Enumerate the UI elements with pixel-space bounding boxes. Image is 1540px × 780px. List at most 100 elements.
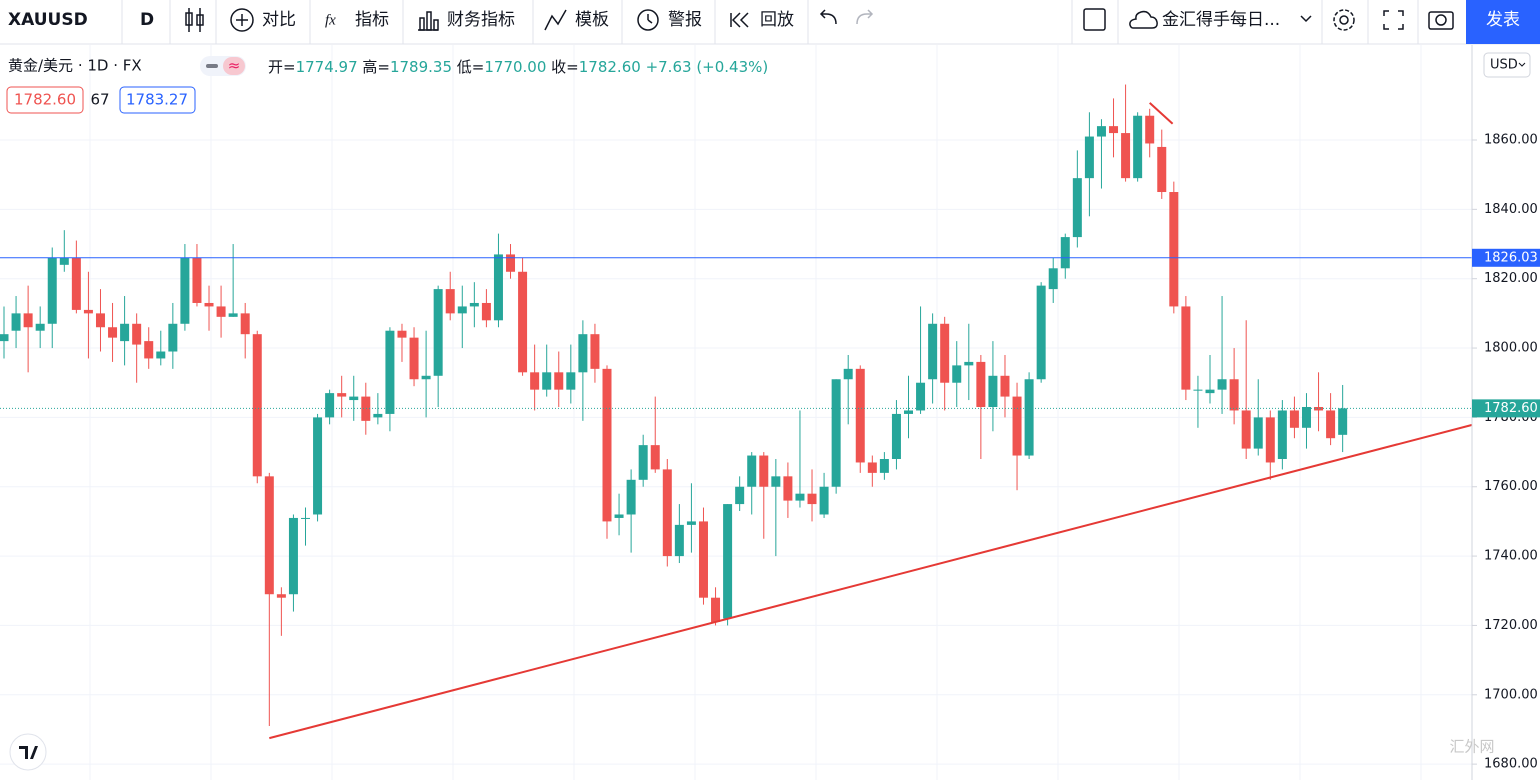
candle-body [1012, 396, 1022, 456]
financials-button[interactable]: 财务指标 [447, 10, 515, 30]
candle-body [313, 417, 323, 515]
candle-body [879, 459, 889, 473]
spread: 67 [90, 91, 109, 109]
candle-body [662, 469, 672, 557]
candle-body [288, 517, 298, 595]
sell-price[interactable]: 1782.60 [14, 91, 76, 109]
candle-body [1301, 406, 1311, 428]
buy-price[interactable]: 1783.27 [126, 91, 188, 109]
templates-icon[interactable] [544, 9, 567, 31]
currency[interactable]: USD [1490, 58, 1518, 73]
redo-button[interactable] [856, 9, 874, 25]
candle-body [1314, 406, 1324, 411]
publish-button[interactable] [1466, 0, 1540, 44]
candle-body [23, 313, 33, 328]
candle-body [590, 334, 600, 369]
change-percent: (+0.43%) [696, 58, 768, 76]
candle-body [819, 486, 829, 515]
candle-body [216, 306, 226, 317]
candle-body [325, 393, 335, 418]
candle-body [1072, 178, 1082, 238]
candle-body [831, 379, 841, 487]
candle-body [11, 313, 21, 331]
candle-body [626, 479, 636, 515]
sell-box[interactable] [6, 86, 84, 114]
interval[interactable]: D [140, 10, 154, 30]
layout-menu[interactable] [1300, 15, 1312, 23]
candle-body [506, 254, 516, 272]
candle-body [397, 330, 407, 338]
candle-body [301, 517, 310, 519]
candle-body [252, 334, 262, 477]
candle-body [855, 368, 865, 463]
plot-area [0, 84, 1472, 740]
replay-button[interactable]: 回放 [760, 10, 794, 30]
candle-body [1289, 410, 1299, 428]
candle-body [35, 323, 45, 331]
candle-body [735, 486, 745, 505]
candle-body [771, 476, 781, 487]
snapshot-button[interactable] [1428, 11, 1454, 30]
candle-body [578, 334, 588, 373]
chart-type-icon[interactable] [185, 8, 204, 32]
settings-button[interactable] [1333, 9, 1355, 31]
candle-body [1181, 306, 1191, 390]
candle-body [493, 254, 503, 321]
compare-button[interactable]: 对比 [262, 10, 296, 30]
layout-button[interactable] [1083, 8, 1106, 31]
candle-body [1338, 408, 1348, 435]
price-label-box [1472, 248, 1540, 267]
candle-body [337, 393, 347, 397]
candle-body [349, 396, 359, 401]
candle-body [928, 323, 938, 380]
y-tick-label: 1860.00 [1484, 133, 1538, 148]
candle-body [276, 594, 286, 598]
replay-icon[interactable] [730, 12, 749, 28]
candle-body [95, 313, 105, 328]
cloud-icon[interactable] [1129, 10, 1158, 29]
currency-box[interactable] [1483, 52, 1531, 78]
candle-body [952, 365, 962, 383]
candle-body [783, 476, 793, 501]
change: +7.63 [646, 58, 692, 76]
candle-body [1109, 126, 1119, 134]
indicators-icon[interactable]: fx [325, 12, 336, 28]
y-tick-label: 1720.00 [1484, 618, 1538, 633]
y-tick-label: 1840.00 [1484, 202, 1538, 217]
candle-body [132, 323, 142, 345]
candle-body [1326, 410, 1336, 439]
indicators-button[interactable]: 指标 [355, 10, 389, 30]
candle-body [976, 361, 986, 407]
currency-menu [1518, 62, 1526, 67]
candle-body [1084, 136, 1094, 179]
candle-body [204, 302, 214, 307]
high-value: 1789.35 [390, 58, 452, 76]
buy-box[interactable] [119, 86, 196, 114]
symbol[interactable]: XAUUSD [8, 10, 88, 30]
candle-body [144, 341, 154, 359]
candle-body [1036, 285, 1046, 380]
candle-body [916, 382, 926, 411]
candle-body [795, 493, 805, 501]
candle-body [1145, 115, 1155, 144]
candle-body [686, 521, 696, 525]
compare-icon[interactable] [230, 8, 254, 32]
low-label: 低= [457, 58, 485, 76]
financials-icon[interactable] [418, 11, 439, 31]
logo-mark [19, 746, 38, 759]
layout-name[interactable]: 金汇得手每日... [1162, 10, 1280, 30]
fullscreen-button[interactable] [1383, 10, 1404, 30]
toolbar-dividers [121, 0, 1419, 44]
candle-body [674, 524, 684, 557]
undo-button[interactable] [819, 9, 837, 25]
alert-icon[interactable] [637, 9, 659, 31]
candle-body [843, 368, 853, 380]
candle-body [988, 375, 998, 407]
templates-button[interactable]: 模板 [575, 10, 609, 30]
candle-body [554, 372, 564, 390]
y-tick-label: 1740.00 [1484, 549, 1538, 564]
trend-line [269, 424, 1472, 740]
alert-button[interactable]: 警报 [668, 10, 702, 30]
candle-body [156, 351, 166, 359]
